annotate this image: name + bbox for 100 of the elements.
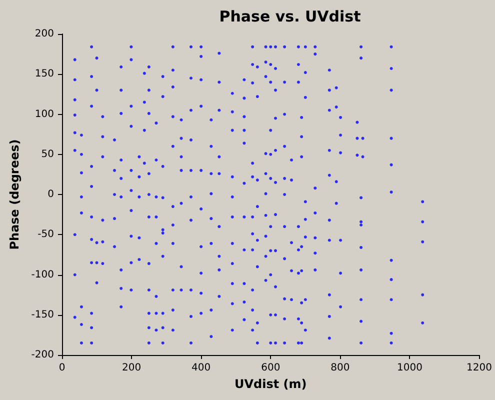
point <box>180 155 183 158</box>
point <box>314 45 317 48</box>
point <box>256 65 259 68</box>
y-tick-label: -50 <box>38 229 54 240</box>
point <box>283 297 286 300</box>
point <box>290 158 293 162</box>
point <box>304 298 307 302</box>
point <box>230 195 234 198</box>
point <box>138 195 141 198</box>
point <box>421 293 424 296</box>
point <box>200 168 203 172</box>
point <box>90 164 94 168</box>
point <box>90 238 94 241</box>
point <box>360 223 363 226</box>
point <box>171 85 174 88</box>
point <box>339 134 342 137</box>
point <box>120 88 123 92</box>
point <box>101 240 104 244</box>
chart-title: Phase vs. UVdist <box>219 8 361 26</box>
point <box>328 336 331 340</box>
point <box>361 155 364 158</box>
point <box>328 314 331 318</box>
point <box>339 272 342 275</box>
point <box>264 214 268 217</box>
point <box>274 213 278 216</box>
point <box>73 98 76 102</box>
point <box>304 96 307 99</box>
point <box>171 205 174 208</box>
y-tick-label: 50 <box>41 148 54 160</box>
point <box>218 294 221 298</box>
point <box>218 254 221 258</box>
point <box>130 209 133 212</box>
y-tick-label: 100 <box>34 108 54 120</box>
point <box>218 268 221 272</box>
point <box>274 148 278 152</box>
point <box>180 288 183 292</box>
point <box>230 242 234 245</box>
point <box>251 62 254 66</box>
point <box>283 317 286 320</box>
point <box>147 341 150 344</box>
point <box>147 326 150 330</box>
point <box>339 305 342 308</box>
point <box>190 108 193 112</box>
point <box>130 234 133 238</box>
point <box>95 241 98 244</box>
point <box>314 211 317 214</box>
point <box>142 162 146 165</box>
point <box>73 233 76 236</box>
point <box>314 268 317 272</box>
point <box>296 62 300 66</box>
point <box>339 151 342 154</box>
point <box>300 135 304 138</box>
point <box>142 100 146 104</box>
point <box>161 254 164 258</box>
point <box>251 215 254 218</box>
point <box>142 128 146 132</box>
point <box>218 80 221 84</box>
point <box>230 282 234 286</box>
point <box>269 45 272 48</box>
point <box>264 192 268 196</box>
point <box>283 341 286 344</box>
point <box>390 258 393 262</box>
point <box>154 158 158 162</box>
point <box>171 68 174 72</box>
point <box>210 118 213 122</box>
point <box>180 168 183 172</box>
point <box>120 195 123 198</box>
point <box>95 56 98 60</box>
point <box>120 65 123 68</box>
point <box>421 321 424 324</box>
point <box>147 172 150 176</box>
point <box>90 312 94 315</box>
point <box>113 138 116 142</box>
point <box>161 164 164 168</box>
point <box>296 317 300 320</box>
point <box>360 341 363 344</box>
point <box>314 52 317 56</box>
point <box>147 65 150 68</box>
point <box>218 172 221 176</box>
point <box>264 278 268 282</box>
point <box>269 225 272 228</box>
point <box>130 45 133 48</box>
point <box>80 152 83 156</box>
point <box>256 178 259 182</box>
point <box>200 54 203 58</box>
point <box>90 184 94 188</box>
point <box>264 152 268 156</box>
point <box>242 142 246 145</box>
x-tick-label: 1200 <box>466 362 492 374</box>
point <box>334 180 338 184</box>
point <box>73 58 76 62</box>
point <box>138 236 141 240</box>
point <box>101 115 104 118</box>
point <box>80 195 83 198</box>
point <box>171 308 174 312</box>
point <box>242 115 246 118</box>
point <box>360 196 363 200</box>
point <box>113 193 116 196</box>
point <box>256 341 259 344</box>
point <box>120 268 123 272</box>
